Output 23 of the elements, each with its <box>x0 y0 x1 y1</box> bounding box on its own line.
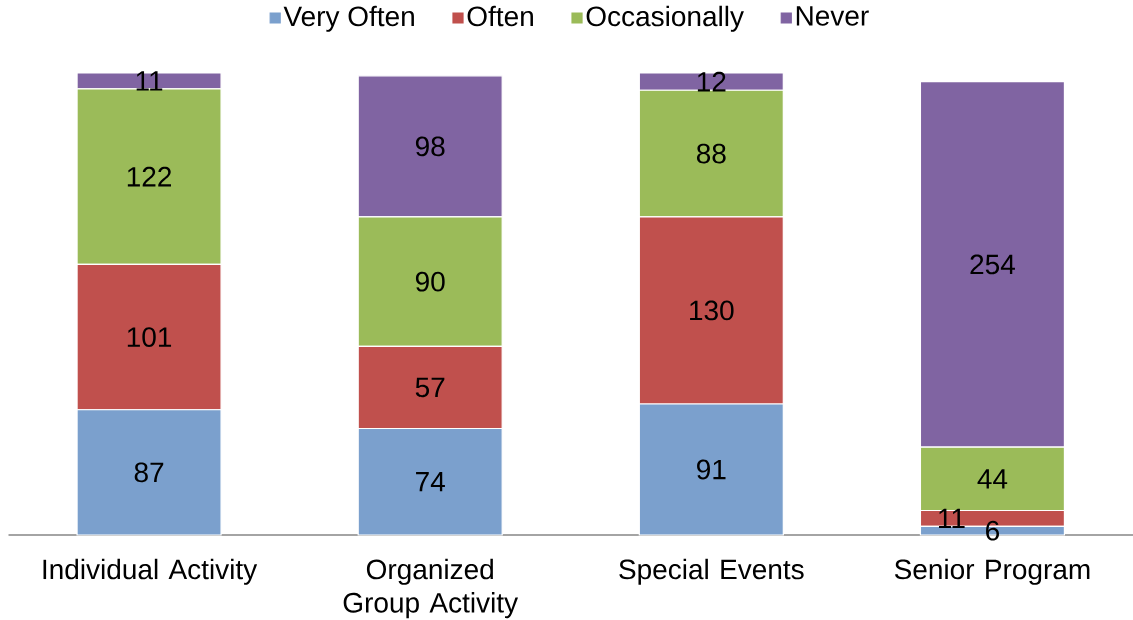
data-label: 88 <box>696 143 726 164</box>
data-label: 98 <box>415 136 445 157</box>
data-label: 57 <box>415 377 445 398</box>
x-tick-label: Individual Activity <box>43 558 258 585</box>
data-label: 44 <box>977 469 1008 489</box>
x-tick-label: Senior Program <box>894 558 1090 585</box>
data-label: 11 <box>939 508 965 529</box>
data-label: 122 <box>127 166 171 187</box>
legend-label: Often <box>467 5 533 27</box>
data-label: 90 <box>415 271 445 292</box>
data-label: 87 <box>134 462 164 483</box>
data-label: 11 <box>136 71 163 91</box>
data-label: 254 <box>970 254 1015 275</box>
legend-label: Very Often <box>283 5 414 32</box>
data-label: 130 <box>690 300 734 321</box>
data-label: 74 <box>416 472 445 492</box>
legend-label: Occasionally <box>586 5 744 32</box>
x-tick-label: Special Events <box>619 558 804 585</box>
data-label: 91 <box>697 459 726 480</box>
data-label: 12 <box>697 71 726 92</box>
legend-label: Never <box>796 6 869 26</box>
x-tick-label: Organized Group Activity <box>343 558 519 619</box>
data-label: 101 <box>127 327 172 347</box>
